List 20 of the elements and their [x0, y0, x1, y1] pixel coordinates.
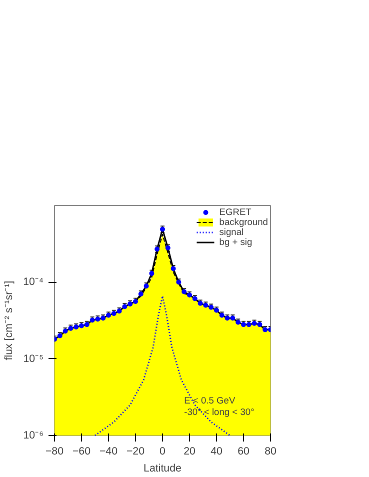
y-axis-title: flux [cm⁻² s⁻¹sr⁻¹]	[3, 280, 16, 360]
x-tick-label: −60	[72, 446, 91, 458]
legend-label: EGRET	[219, 207, 252, 217]
legend-label: bg + sig	[219, 237, 252, 247]
x-tick-label: 40	[210, 446, 222, 458]
x-tick-label: −20	[126, 446, 145, 458]
x-tick-label: −40	[99, 446, 118, 458]
x-tick-label: −80	[45, 446, 64, 458]
x-tick-label: 80	[264, 446, 276, 458]
y-tick-label: 10⁻⁵	[23, 352, 44, 365]
legend-label: background	[219, 217, 268, 227]
x-tick-label: 0	[160, 446, 166, 458]
annotation: -30° < long < 30°	[184, 407, 255, 418]
x-tick-label: 60	[238, 446, 250, 458]
x-tick-label: 20	[184, 446, 196, 458]
y-tick-label: 10⁻⁴	[23, 276, 44, 288]
annotation: E < 0.5 GeV	[184, 396, 236, 406]
x-axis-title: Latitude	[144, 462, 182, 474]
y-tick-label: 10⁻⁶	[23, 430, 44, 442]
legend-label: signal	[219, 227, 244, 237]
